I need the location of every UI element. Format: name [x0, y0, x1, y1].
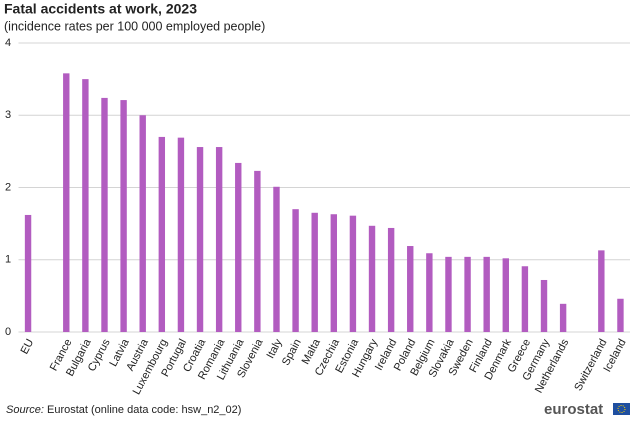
y-tick-label: 1 [5, 254, 11, 266]
bar [559, 303, 567, 332]
chart-title: Fatal accidents at work, 2023 [4, 1, 197, 17]
bar [330, 214, 338, 332]
bar [311, 212, 318, 332]
source-text: Eurostat (online data code: hsw_n2_02) [47, 404, 241, 416]
bar [445, 256, 452, 332]
bar [502, 258, 509, 332]
bar [215, 147, 223, 332]
bar [426, 253, 433, 332]
source-label: Source: [6, 404, 44, 416]
chart-subtitle: (incidence rates per 100 000 employed pe… [4, 19, 265, 33]
bar [521, 266, 529, 332]
bar [177, 137, 185, 332]
source: Source: Eurostat (online data code: hsw_… [6, 404, 241, 416]
bar [349, 215, 357, 332]
y-tick-label: 2 [5, 181, 11, 193]
x-tick-label: Spain [280, 337, 304, 367]
bar [82, 79, 89, 332]
bar [540, 279, 548, 332]
bar [598, 250, 605, 332]
bar [235, 162, 242, 332]
bar [292, 209, 299, 332]
bar [464, 256, 471, 332]
bar [407, 246, 414, 332]
bar [101, 97, 108, 332]
eu-flag-stars [617, 405, 626, 413]
bar [158, 136, 166, 332]
bar [368, 225, 376, 332]
y-tick-label: 0 [5, 326, 11, 338]
bar [24, 214, 32, 332]
bar [63, 73, 70, 332]
bar [139, 115, 146, 332]
bar [483, 256, 490, 332]
bar [196, 147, 204, 332]
y-tick-label: 3 [5, 109, 11, 121]
bar [617, 298, 624, 332]
bar [120, 100, 127, 332]
x-tick-label: EU [19, 337, 37, 356]
y-tick-label: 4 [5, 37, 11, 49]
bar [273, 186, 280, 332]
bar [387, 227, 395, 332]
eu-flag [613, 403, 630, 415]
logo: eurostat [544, 401, 603, 418]
bar [254, 170, 261, 332]
